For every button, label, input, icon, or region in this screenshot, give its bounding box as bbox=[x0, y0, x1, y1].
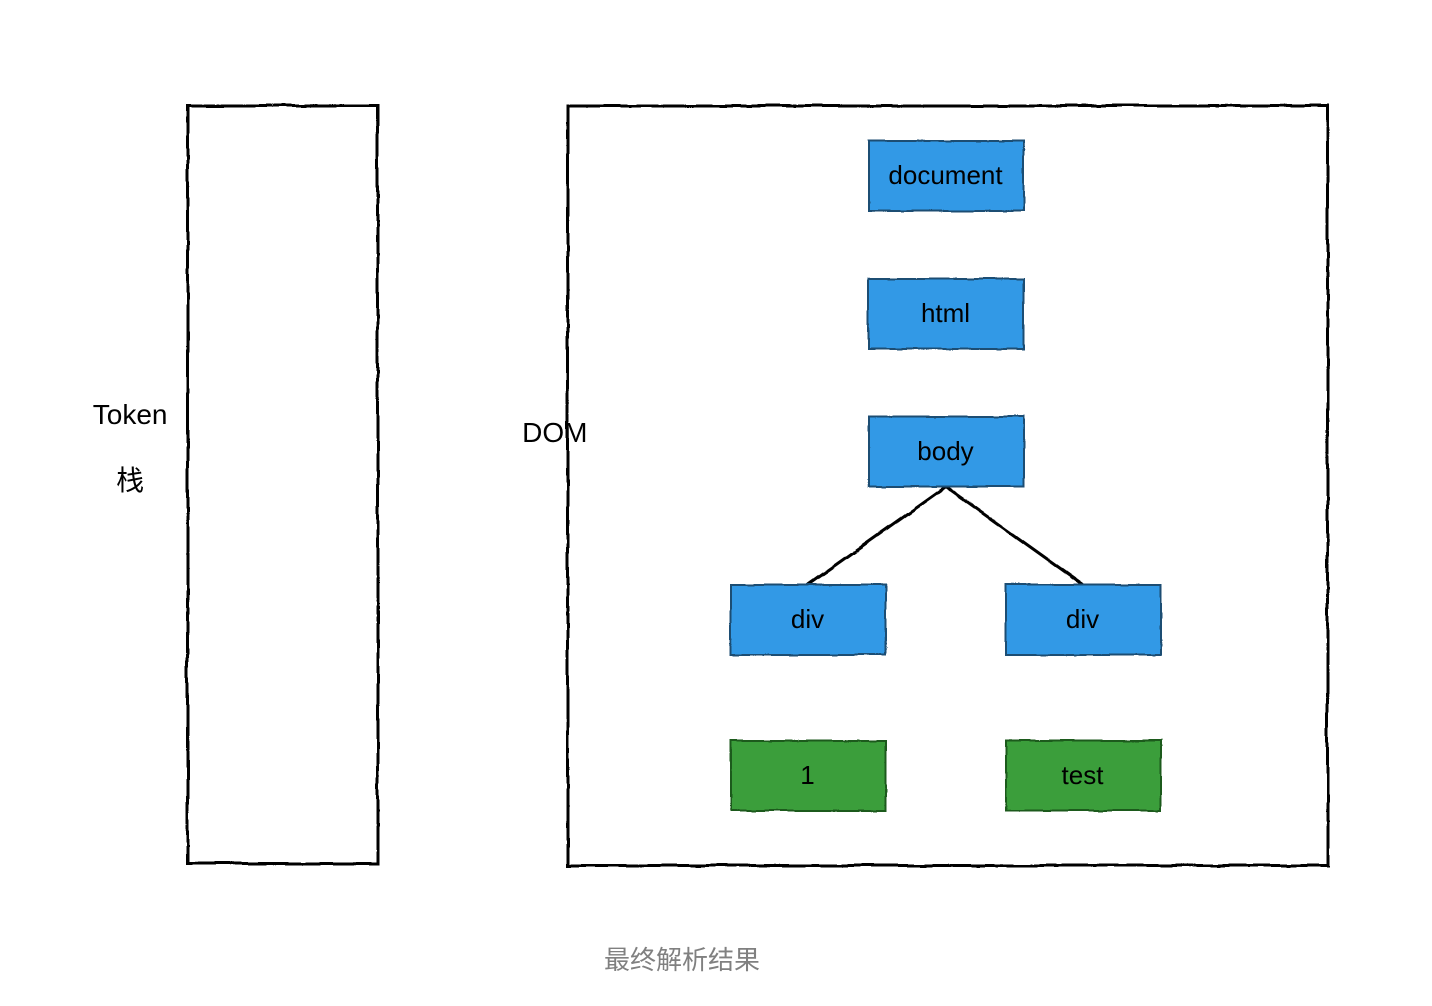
token-stack-box bbox=[187, 105, 377, 863]
diagram-svg: document html body div div 1 test bbox=[0, 0, 1432, 1006]
caption-text: 最终解析结果 bbox=[604, 940, 760, 977]
node-label-document: document bbox=[888, 160, 1003, 190]
node-label-div1: div bbox=[791, 604, 824, 634]
node-label-body: body bbox=[917, 436, 973, 466]
node-label-t2: test bbox=[1062, 760, 1105, 790]
node-div1: div bbox=[730, 584, 885, 654]
node-div2: div bbox=[1005, 584, 1160, 654]
edge-body-div2 bbox=[946, 486, 1083, 584]
node-document: document bbox=[868, 140, 1023, 210]
node-html: html bbox=[868, 278, 1023, 348]
node-label-div2: div bbox=[1066, 604, 1099, 634]
node-body: body bbox=[868, 416, 1023, 486]
edge-body-div1 bbox=[808, 486, 946, 584]
node-label-html: html bbox=[921, 298, 970, 328]
node-label-t1: 1 bbox=[800, 760, 814, 790]
node-t2: test bbox=[1005, 740, 1160, 810]
diagram-canvas: Token 栈 DOM documenthtmlbodydivdiv1test … bbox=[0, 0, 1432, 1006]
node-t1: 1 bbox=[730, 740, 885, 810]
